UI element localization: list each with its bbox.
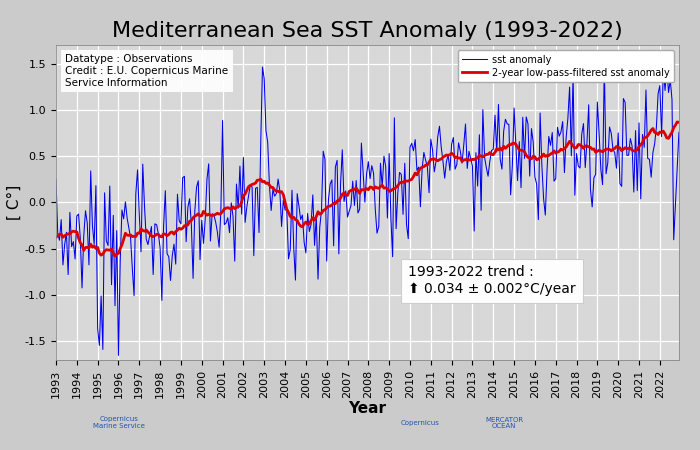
X-axis label: Year: Year [349,401,386,416]
Text: MERCATOR
OCEAN: MERCATOR OCEAN [485,417,523,429]
sst anomaly [643,156,652,161]
2-year low-pass-filtered sst anomaly [111,253,119,259]
2-year low-pass-filtered sst anomaly [642,135,650,140]
2-year low-pass-filtered sst anomaly [673,119,681,125]
Text: 1993-2022 trend :
⬆ 0.034 ± 0.002°C/year: 1993-2022 trend : ⬆ 0.034 ± 0.002°C/year [408,266,575,296]
Text: Datatype : Observations
Credit : E.U. Copernicus Marine
Service Information: Datatype : Observations Credit : E.U. Co… [65,54,228,88]
2-year low-pass-filtered sst anomaly [260,179,268,184]
sst anomaly [239,155,248,160]
2-year low-pass-filtered sst anomaly [270,187,279,193]
Title: Mediterranean Sea SST Anomaly (1993-2022): Mediterranean Sea SST Anomaly (1993-2022… [112,21,623,40]
sst anomaly [326,181,335,187]
Line: 2-year low-pass-filtered sst anomaly: 2-year low-pass-filtered sst anomaly [56,122,679,256]
Y-axis label: [ C°]: [ C°] [7,185,22,220]
Text: Copernicus
Marine Service: Copernicus Marine Service [93,417,145,429]
2-year low-pass-filtered sst anomaly [52,235,60,240]
2-year low-pass-filtered sst anomaly [130,234,139,239]
Line: sst anomaly: sst anomaly [56,63,679,356]
sst anomaly [675,130,683,135]
sst anomaly [130,293,139,298]
sst anomaly [600,60,608,65]
sst anomaly [114,353,122,358]
Text: Copernicus: Copernicus [400,420,440,426]
2-year low-pass-filtered sst anomaly [239,193,248,198]
2-year low-pass-filtered sst anomaly [675,120,683,125]
sst anomaly [260,76,268,81]
Legend: sst anomaly, 2-year low-pass-filtered sst anomaly: sst anomaly, 2-year low-pass-filtered ss… [458,50,674,82]
sst anomaly [270,194,279,199]
sst anomaly [52,176,60,182]
2-year low-pass-filtered sst anomaly [326,203,335,209]
